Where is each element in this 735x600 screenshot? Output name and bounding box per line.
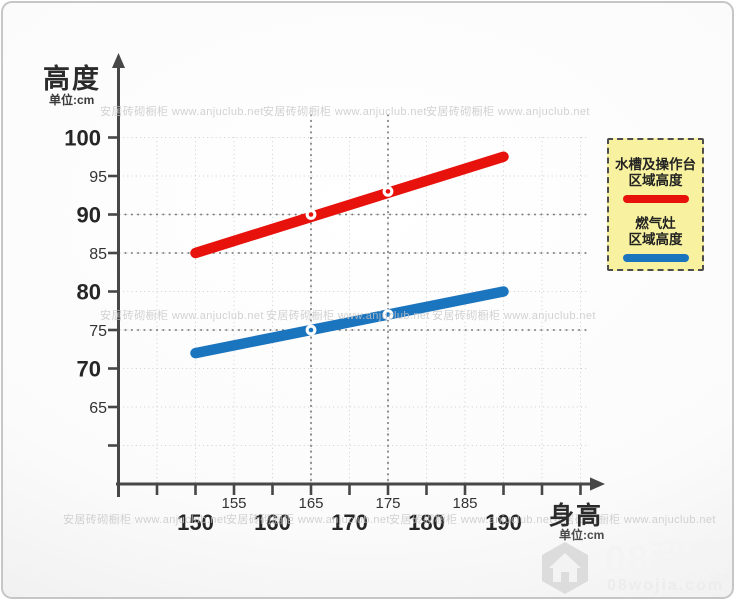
x-tick-label: 150 <box>177 510 214 535</box>
legend-box: 水槽及操作台 区域高度 燃气灶 区域高度 <box>607 138 704 271</box>
y-tick-label: 95 <box>89 169 107 186</box>
y-tick-label: 100 <box>64 126 101 151</box>
legend-text: 水槽及操作台 <box>615 157 696 172</box>
x-tick-label: 165 <box>298 495 323 512</box>
watermark-text: 安居砖砌橱柜 www.anjuclub.net <box>389 514 553 526</box>
series-line-sink <box>190 151 509 259</box>
legend-item-sink-label: 水槽及操作台 区域高度 <box>615 157 696 189</box>
legend-item-stove-label: 燃气灶 区域高度 <box>629 216 683 248</box>
watermark-text: 安居砖砌橱柜 www.anjuclub.net <box>432 310 596 322</box>
x-tick-label: 185 <box>452 495 477 512</box>
data-point-marker-center <box>385 312 391 317</box>
watermark-text: 安居砖砌橱柜 www.anjuclub.net <box>426 106 590 118</box>
logo-url: 08wojia.com <box>607 577 725 594</box>
x-tick-label: 170 <box>331 510 368 535</box>
watermark-text: 安居砖砌橱柜 www.anjuclub.net <box>100 310 264 322</box>
watermark-text: 安居砖砌橱柜 www.anjuclub.net <box>263 106 427 118</box>
y-tick-label: 85 <box>89 246 107 263</box>
logo-texts: 08我家 08wojia.com <box>605 541 727 595</box>
watermark-text: 安居砖砌橱柜 www.anjuclub.net <box>266 310 430 322</box>
watermark-text: 安居砖砌橱柜 www.anjuclub.net <box>552 514 716 526</box>
legend-text: 燃气灶 <box>635 216 676 231</box>
house-icon <box>542 542 588 594</box>
watermark-text: 安居砖砌橱柜 www.anjuclub.net <box>63 514 227 526</box>
series-line-stove <box>190 286 509 359</box>
y-axis-arrow-icon <box>112 53 125 68</box>
x-axis-unit: 单位:cm <box>559 528 605 542</box>
y-tick-label: 75 <box>89 323 107 340</box>
x-tick-label: 180 <box>408 510 445 535</box>
chart-canvas: 70 80 90 100 65 75 85 95 150 160 170 180 190 155 165 17… <box>64 53 605 535</box>
x-tick-label: 160 <box>254 510 291 535</box>
legend-text: 区域高度 <box>628 232 683 247</box>
y-tick-label: 80 <box>77 280 101 305</box>
x-axis-arrow-icon <box>590 477 605 491</box>
watermark-text: 安居砖砌橱柜 www.anjuclub.net <box>100 106 264 118</box>
legend-text: 区域高度 <box>628 173 683 188</box>
logo-title: 08我家 <box>605 539 728 581</box>
y-tick-label: 70 <box>77 357 101 382</box>
y-axis-title: 高度 <box>43 64 101 94</box>
site-logo: 08我家 08wojia.com <box>541 541 727 595</box>
data-point-marker-center <box>385 189 391 194</box>
x-axis-title: 身高 <box>549 502 604 530</box>
y-axis-unit: 单位:cm <box>49 93 95 107</box>
x-tick-label: 155 <box>221 495 246 512</box>
data-point-marker-center <box>308 327 314 333</box>
data-point-marker-center <box>308 212 314 217</box>
legend-swatch-red <box>622 195 689 203</box>
y-tick-label: 90 <box>77 203 101 228</box>
y-tick-label: 65 <box>89 400 107 417</box>
watermark-text: 安居砖砌橱柜 www.anjuclub.net <box>226 514 390 526</box>
x-tick-label: 190 <box>485 510 522 535</box>
x-tick-label: 175 <box>375 495 400 512</box>
legend-swatch-blue <box>622 254 689 262</box>
